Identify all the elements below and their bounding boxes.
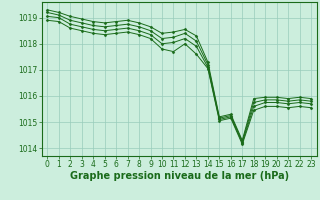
X-axis label: Graphe pression niveau de la mer (hPa): Graphe pression niveau de la mer (hPa) — [70, 171, 289, 181]
